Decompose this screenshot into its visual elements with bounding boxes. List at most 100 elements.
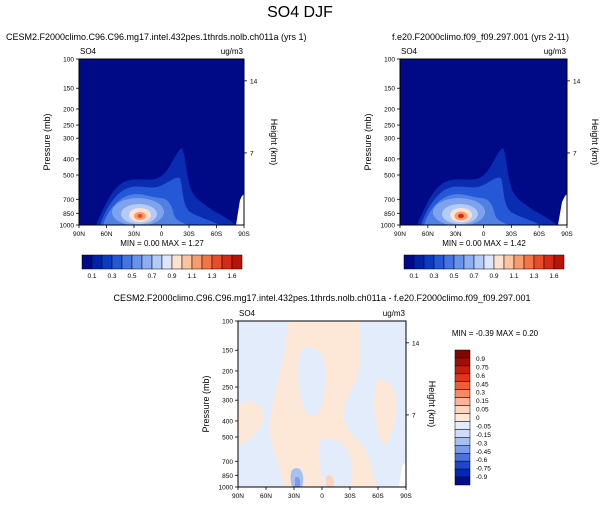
colorbar-box xyxy=(433,254,445,270)
x-tick-label: 60N xyxy=(422,231,434,238)
colorbar-box xyxy=(443,254,455,270)
y2-tick-label: 7 xyxy=(573,150,577,157)
colorbar-box xyxy=(454,421,471,430)
x-tick-label: 0 xyxy=(482,231,486,238)
figure-title: SO4 DJF xyxy=(267,4,333,21)
x-tick-label: 60S xyxy=(533,231,545,238)
y-tick-label: 200 xyxy=(222,368,233,375)
colorbar-label: 0.3 xyxy=(429,273,438,280)
y-tick-label: 400 xyxy=(63,156,74,163)
panel-1-ylabel: Pressure (mb) xyxy=(42,113,52,170)
colorbar-box xyxy=(201,254,213,270)
y-tick-label: 400 xyxy=(222,418,233,425)
y2-tick-label: 7 xyxy=(412,412,416,419)
y-tick-label: 850 xyxy=(384,211,395,218)
y-tick-label: 500 xyxy=(222,435,233,442)
colorbar-box xyxy=(423,254,435,270)
y-tick-label: 200 xyxy=(384,106,395,113)
y-tick-label: 1000 xyxy=(219,485,234,492)
colorbar-label: -0.45 xyxy=(476,449,491,456)
colorbar-box xyxy=(81,254,93,270)
panel-2-y2label: Height (km) xyxy=(590,119,600,166)
colorbar-label: 1.1 xyxy=(509,273,518,280)
panel-1-missing xyxy=(236,194,244,225)
y-tick-label: 250 xyxy=(384,123,395,130)
panel-1-units: ug/m3 xyxy=(221,47,244,56)
colorbar-box xyxy=(171,254,183,270)
y-tick-label: 1000 xyxy=(381,223,396,230)
panel-3-positive-right xyxy=(374,379,396,446)
y-tick-label: 150 xyxy=(63,86,74,93)
colorbar-box xyxy=(231,254,243,270)
y2-tick-label: 14 xyxy=(412,340,420,347)
panel-2-ylabel: Pressure (mb) xyxy=(363,113,373,170)
y-tick-label: 300 xyxy=(384,136,395,143)
y-tick-label: 200 xyxy=(63,106,74,113)
y-tick-label: 700 xyxy=(222,459,233,466)
colorbar-label: 0.1 xyxy=(409,273,418,280)
x-tick-label: 30S xyxy=(344,493,356,500)
colorbar-box xyxy=(454,381,471,390)
panel-1-y-axis: 100 150 200 250 300 400 500 700 850 1000 xyxy=(60,57,79,230)
panel-2: f.e20.F2000climo.f09_f09.297.001 (yrs 2-… xyxy=(363,32,600,280)
colorbar-label: 1.3 xyxy=(529,273,538,280)
colorbar-box xyxy=(151,254,163,270)
panel-2-variable: SO4 xyxy=(401,47,418,56)
panel-2-title: f.e20.F2000climo.f09_f09.297.001 (yrs 2-… xyxy=(392,32,569,42)
colorbar-label: 0.3 xyxy=(107,273,116,280)
y-tick-label: 1000 xyxy=(60,223,75,230)
panel-3-x-axis: 90N 60N 30N 0 30S 60S 90S xyxy=(232,487,412,500)
y2-tick-label: 14 xyxy=(573,78,581,85)
panel-3-variable: SO4 xyxy=(239,309,256,318)
panel-1-variable: SO4 xyxy=(80,47,97,56)
colorbar-box xyxy=(211,254,223,270)
colorbar-label: 0.9 xyxy=(167,273,176,280)
y2-tick-label: 7 xyxy=(250,150,254,157)
colorbar-box xyxy=(503,254,515,270)
colorbar-box xyxy=(523,254,535,270)
colorbar-box xyxy=(221,254,233,270)
panel-3-y-axis: 100 150 200 250 300 400 500 700 850 1000 xyxy=(219,319,238,492)
x-tick-label: 30S xyxy=(183,231,195,238)
panel-3-negative-center-low xyxy=(318,438,352,487)
colorbar-label: 0.45 xyxy=(476,381,489,388)
colorbar-label: 0.7 xyxy=(469,273,478,280)
colorbar-box xyxy=(403,254,415,270)
colorbar-box xyxy=(454,468,471,478)
panel-1-y2label: Height (km) xyxy=(269,119,279,166)
colorbar-box xyxy=(454,445,471,454)
panel-2-contour-peak xyxy=(458,213,464,219)
panel-3-title: CESM2.F2000climo.C96.C96.mg17.intel.432p… xyxy=(113,293,530,303)
panel-2-x-axis: 90N 60N 30N 0 30S 60S 90S xyxy=(394,225,573,238)
colorbar-label: 0.3 xyxy=(476,390,485,397)
colorbar-label: 1.6 xyxy=(549,273,558,280)
y-tick-label: 700 xyxy=(63,197,74,204)
panel-3-positive-left xyxy=(238,401,264,446)
colorbar-label: 1.6 xyxy=(227,273,236,280)
colorbar-label: 0 xyxy=(476,415,480,422)
y-tick-label: 100 xyxy=(384,57,395,64)
colorbar-box xyxy=(493,254,505,270)
panel-2-stats: MIN = 0.00 MAX = 1.42 xyxy=(442,239,526,248)
panel-3-y2label: Height (km) xyxy=(427,381,437,428)
colorbar-label: 1.1 xyxy=(187,273,196,280)
panel-1-colorbar: 0.1 0.3 0.5 0.7 0.9 1.1 1.3 1.6 xyxy=(81,254,243,280)
panel-1-y2-axis: 14 7 xyxy=(244,78,258,157)
y-tick-label: 850 xyxy=(63,211,74,218)
colorbar-label: -0.05 xyxy=(476,423,491,430)
y-tick-label: 250 xyxy=(63,123,74,130)
colorbar-box xyxy=(413,254,425,270)
colorbar-label: 0.7 xyxy=(147,273,156,280)
panel-2-y-axis: 100 150 200 250 300 400 500 700 850 1000 xyxy=(381,57,400,230)
panel-3-y2-axis: 14 7 xyxy=(406,340,420,419)
x-tick-label: 60S xyxy=(211,231,223,238)
panel-3-colorbar: 0.90.75 0.60.45 0.30.15 0.050-0.05 -0.15-0.3… xyxy=(454,349,491,486)
y-tick-label: 500 xyxy=(63,173,74,180)
colorbar-box xyxy=(454,357,471,367)
colorbar-label: 0.15 xyxy=(476,398,489,405)
panel-2-plot xyxy=(400,59,567,225)
panel-3-negative-center xyxy=(298,347,326,417)
x-tick-label: 0 xyxy=(160,231,164,238)
colorbar-label: 0.9 xyxy=(476,356,485,363)
